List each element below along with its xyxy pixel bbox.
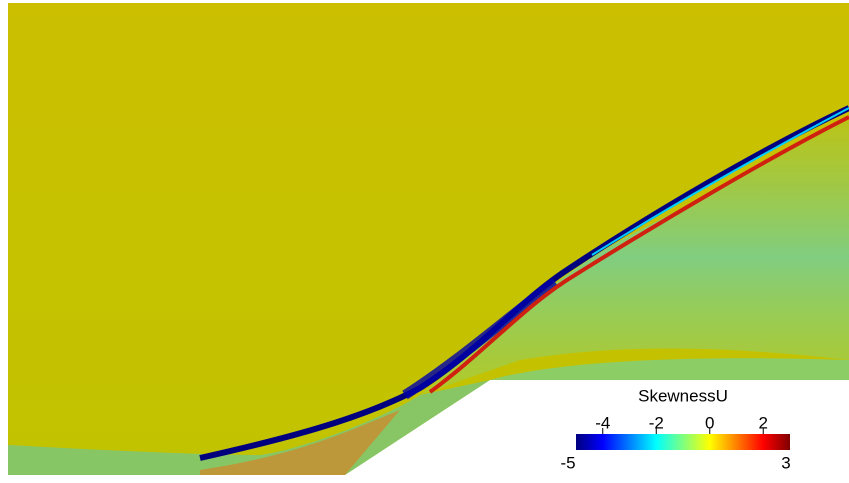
- colorbar: [576, 434, 790, 450]
- flow-field: [8, 3, 849, 475]
- colorbar-tick-label: 2: [759, 413, 768, 432]
- colorbar-scale: [576, 434, 790, 450]
- colorbar-max-label: 3: [781, 453, 790, 472]
- colorbar-title: SkewnessU: [638, 386, 728, 405]
- colorbar-tick-label: -4: [595, 413, 610, 432]
- colorbar-tick-label: 0: [705, 413, 714, 432]
- colorbar-tick-label: -2: [649, 413, 664, 432]
- colorbar-min-label: -5: [560, 453, 575, 472]
